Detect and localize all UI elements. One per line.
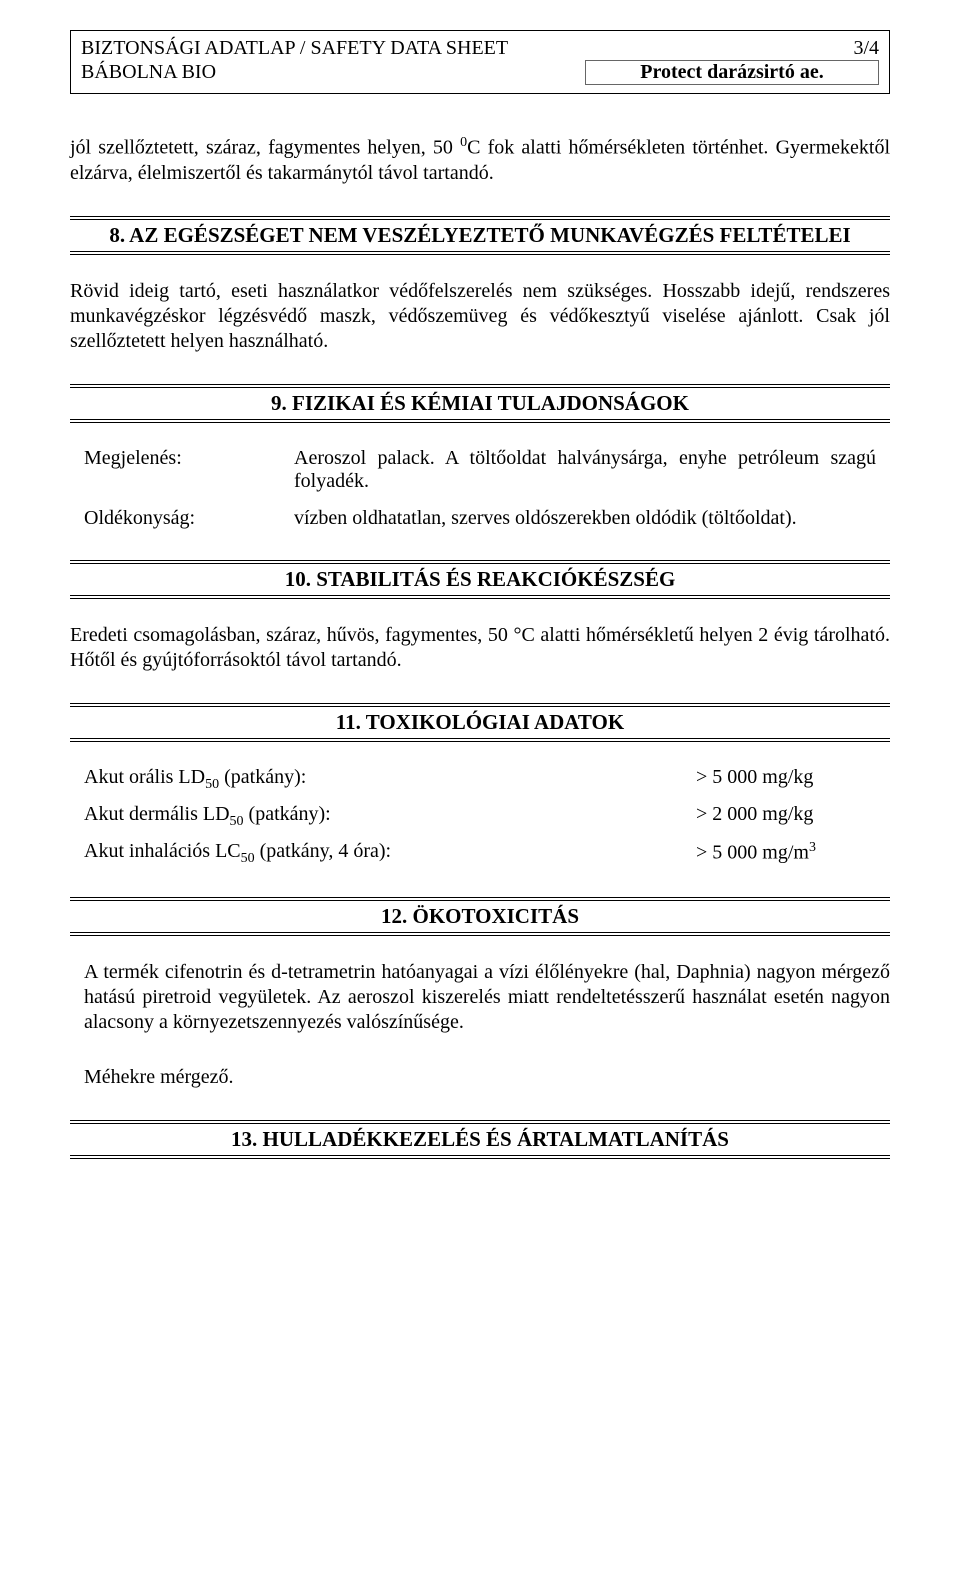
doc-title: BIZTONSÁGI ADATLAP / SAFETY DATA SHEET: [81, 37, 508, 60]
tox-value-1: > 2 000 mg/kg: [696, 803, 876, 830]
tox-label-0-post: (patkány):: [219, 766, 306, 788]
tox-label-2-pre: Akut inhalációs LC: [84, 840, 241, 862]
section-12-heading: 12. ÖKOTOXICITÁS: [70, 897, 890, 936]
section-9-value-1: vízben oldhatatlan, szerves oldószerekbe…: [294, 507, 876, 530]
tox-label-1-sub: 50: [230, 814, 244, 829]
tox-value-2-sup: 3: [809, 840, 816, 855]
tox-row-1: Akut dermális LD50 (patkány): > 2 000 mg…: [84, 803, 876, 830]
tox-value-0: > 5 000 mg/kg: [696, 766, 876, 793]
tox-row-2: Akut inhalációs LC50 (patkány, 4 óra): >…: [84, 840, 876, 867]
tox-label-1: Akut dermális LD50 (patkány):: [84, 803, 696, 830]
header-row-2: BÁBOLNA BIO Protect darázsirtó ae.: [81, 60, 879, 85]
section-13-heading: 13. HULLADÉKKEZELÉS ÉS ÁRTALMATLANÍTÁS: [70, 1120, 890, 1159]
tox-label-2: Akut inhalációs LC50 (patkány, 4 óra):: [84, 840, 696, 867]
section-11-heading: 11. TOXIKOLÓGIAI ADATOK: [70, 703, 890, 742]
tox-row-0: Akut orális LD50 (patkány): > 5 000 mg/k…: [84, 766, 876, 793]
tox-value-1-text: > 2 000 mg/kg: [696, 803, 813, 825]
section-9-row-0: Megjelenés: Aeroszol palack. A töltőolda…: [84, 447, 876, 493]
section-8-heading: 8. AZ EGÉSZSÉGET NEM VESZÉLYEZTETŐ MUNKA…: [70, 216, 890, 255]
tox-label-1-pre: Akut dermális LD: [84, 803, 230, 825]
tox-label-0-pre: Akut orális LD: [84, 766, 205, 788]
tox-value-2-text: > 5 000 mg/m: [696, 841, 809, 863]
page-container: BIZTONSÁGI ADATLAP / SAFETY DATA SHEET 3…: [0, 0, 960, 1223]
tox-value-0-text: > 5 000 mg/kg: [696, 766, 813, 788]
section-12-body2: Méhekre mérgező.: [84, 1065, 890, 1090]
product-name-box: Protect darázsirtó ae.: [585, 60, 879, 85]
section-9-label-1: Oldékonyság:: [84, 507, 294, 530]
document-header: BIZTONSÁGI ADATLAP / SAFETY DATA SHEET 3…: [70, 30, 890, 94]
section-9-value-0: Aeroszol palack. A töltőoldat halványsár…: [294, 447, 876, 493]
section-9-heading: 9. FIZIKAI ÉS KÉMIAI TULAJDONSÁGOK: [70, 384, 890, 423]
tox-label-0-sub: 50: [205, 777, 219, 792]
section-8-body: Rövid ideig tartó, eseti használatkor vé…: [70, 279, 890, 354]
section-9-label-0: Megjelenés:: [84, 447, 294, 493]
section-12-body1: A termék cifenotrin és d-tetrametrin hat…: [84, 960, 890, 1035]
company-name: BÁBOLNA BIO: [81, 61, 216, 84]
tox-label-0: Akut orális LD50 (patkány):: [84, 766, 696, 793]
section-10-heading: 10. STABILITÁS ÉS REAKCIÓKÉSZSÉG: [70, 560, 890, 599]
tox-value-2: > 5 000 mg/m3: [696, 840, 876, 867]
intro-text-pre: jól szellőztetett, száraz, fagymentes he…: [70, 137, 460, 159]
tox-label-2-post: (patkány, 4 óra):: [255, 840, 391, 862]
tox-label-2-sub: 50: [241, 851, 255, 866]
tox-label-1-post: (patkány):: [244, 803, 331, 825]
header-row-1: BIZTONSÁGI ADATLAP / SAFETY DATA SHEET 3…: [81, 37, 879, 60]
page-number: 3/4: [853, 37, 879, 60]
intro-paragraph: jól szellőztetett, száraz, fagymentes he…: [70, 134, 890, 186]
section-9-row-1: Oldékonyság: vízben oldhatatlan, szerves…: [84, 507, 876, 530]
section-10-body: Eredeti csomagolásban, száraz, hűvös, fa…: [70, 623, 890, 673]
